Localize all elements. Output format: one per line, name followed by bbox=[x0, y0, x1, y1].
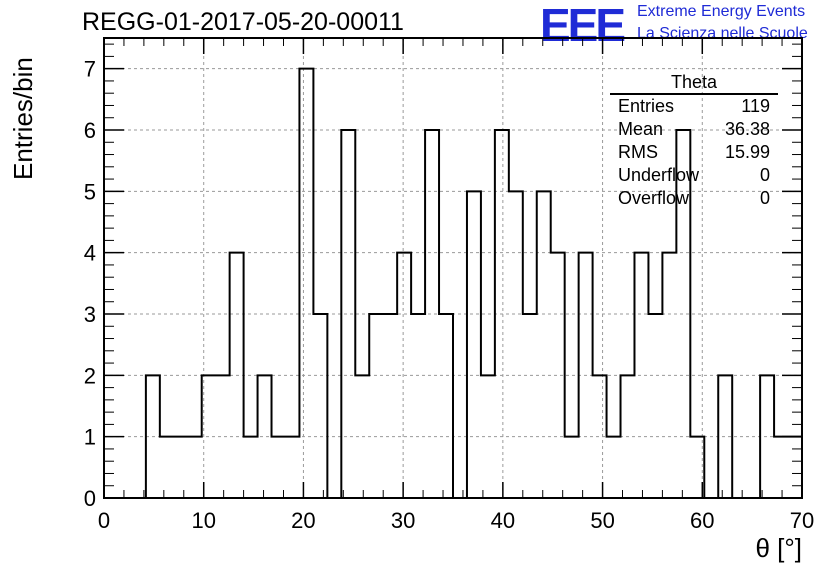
histogram-bin bbox=[467, 191, 481, 498]
stats-title: Theta bbox=[610, 72, 778, 95]
histogram-bin bbox=[285, 437, 299, 498]
histogram-bin bbox=[537, 191, 551, 498]
stats-row: RMS 15.99 bbox=[610, 141, 778, 164]
histogram-bin bbox=[341, 130, 355, 498]
stats-value: 36.38 bbox=[724, 119, 770, 139]
stats-value: 0 bbox=[759, 188, 770, 208]
histogram-bin bbox=[299, 69, 313, 498]
histogram-bin bbox=[383, 314, 397, 498]
x-tick-label: 10 bbox=[191, 508, 215, 533]
y-tick-label: 2 bbox=[84, 363, 96, 388]
y-tick-label: 6 bbox=[84, 118, 96, 143]
x-tick-label: 70 bbox=[790, 508, 814, 533]
run-title: REGG-01-2017-05-20-00011 bbox=[82, 8, 404, 36]
x-tick-label: 20 bbox=[291, 508, 315, 533]
histogram-bin bbox=[523, 314, 537, 498]
stats-value: 15.99 bbox=[724, 142, 770, 162]
x-axis-label: θ [°] bbox=[755, 533, 802, 563]
histogram-bin bbox=[244, 437, 258, 498]
stats-row: Underflow 0 bbox=[610, 164, 778, 187]
stats-row: Overflow 0 bbox=[610, 187, 778, 210]
x-tick-label: 30 bbox=[391, 508, 415, 533]
x-tick-label: 60 bbox=[690, 508, 714, 533]
x-tick-label: 50 bbox=[590, 508, 614, 533]
stats-row: Entries 119 bbox=[610, 95, 778, 118]
histogram-bin bbox=[411, 314, 425, 498]
histogram-bin bbox=[174, 437, 188, 498]
histogram-bin bbox=[313, 314, 327, 498]
tick-labels: 0 10 20 30 40 50 60 70 0 1 2 3 4 5 6 7 bbox=[84, 57, 814, 533]
x-tick-label: 40 bbox=[491, 508, 515, 533]
stats-label: RMS bbox=[618, 142, 658, 162]
stats-label: Underflow bbox=[618, 165, 700, 185]
histogram-bin bbox=[439, 314, 453, 498]
y-tick-label: 4 bbox=[84, 241, 96, 266]
histogram-bin bbox=[648, 314, 662, 498]
histogram-bin bbox=[607, 437, 621, 498]
stats-box: Theta Entries 119 Mean 36.38 RMS 15.99 Underfl… bbox=[610, 72, 778, 210]
stats-value: 0 bbox=[759, 165, 770, 185]
histogram-step-line bbox=[104, 67, 802, 499]
stats-label: Entries bbox=[618, 96, 675, 116]
stats-label: Mean bbox=[618, 119, 664, 139]
y-tick-label: 1 bbox=[84, 425, 96, 450]
y-tick-label: 7 bbox=[84, 57, 96, 82]
stats-value: 119 bbox=[741, 96, 770, 116]
histogram-bin bbox=[788, 437, 802, 498]
stats-row: Mean 36.38 bbox=[610, 118, 778, 141]
histogram-bin bbox=[216, 375, 230, 498]
histogram-bin bbox=[272, 437, 286, 498]
y-tick-label: 0 bbox=[84, 486, 96, 511]
histogram-bin bbox=[369, 314, 383, 498]
histogram-bin bbox=[509, 191, 523, 498]
histogram-bin bbox=[258, 375, 272, 498]
histogram-bin bbox=[188, 437, 202, 498]
y-tick-label: 3 bbox=[84, 302, 96, 327]
y-tick-label: 5 bbox=[84, 179, 96, 204]
axis-ticks bbox=[103, 38, 803, 499]
histogram-bin bbox=[160, 437, 174, 498]
plot-frame bbox=[103, 37, 803, 499]
x-tick-label: 0 bbox=[98, 508, 110, 533]
histogram-bin bbox=[774, 437, 788, 498]
stats-label: Overflow bbox=[618, 188, 690, 208]
logo-subtitle-1: Extreme Energy Events bbox=[637, 3, 806, 20]
histogram-bin bbox=[565, 437, 579, 498]
